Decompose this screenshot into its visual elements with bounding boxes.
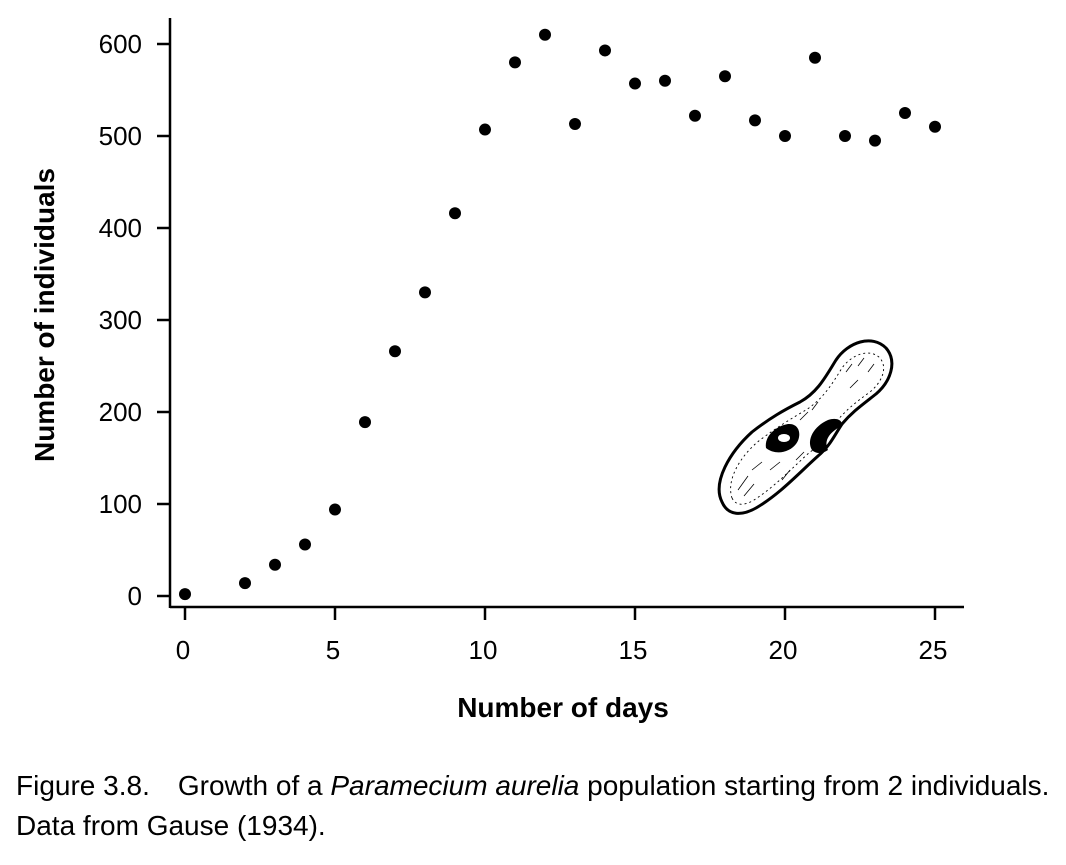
data-point xyxy=(239,577,251,590)
data-point xyxy=(269,558,281,571)
paramecium-icon xyxy=(717,339,894,515)
x-tick-label: 0 xyxy=(176,635,190,665)
data-point xyxy=(659,74,671,87)
caption-text-before: Growth of a xyxy=(177,770,331,801)
x-tick-label: 25 xyxy=(919,635,948,665)
x-tick-label: 5 xyxy=(326,635,340,665)
data-point xyxy=(179,588,191,601)
data-point xyxy=(809,51,821,64)
y-tick-label: 400 xyxy=(99,213,142,243)
x-ticks: 0 5 10 15 20 25 xyxy=(176,607,948,665)
data-point xyxy=(599,44,611,57)
y-axis-title: Number of individuals xyxy=(29,168,60,462)
y-ticks: 0 100 200 300 400 500 600 xyxy=(99,29,170,611)
figure-number: Figure 3.8. xyxy=(16,770,150,801)
data-point xyxy=(509,56,521,69)
caption-text-after: population starting from 2 individuals. … xyxy=(16,770,1050,841)
y-tick-label: 200 xyxy=(99,397,142,427)
y-tick-label: 500 xyxy=(99,121,142,151)
data-point xyxy=(419,286,431,299)
scatter-chart: 0 100 200 300 400 500 600 0 5 10 15 20 25 Number of… xyxy=(29,18,964,723)
data-point xyxy=(449,207,461,220)
data-point xyxy=(569,118,581,131)
data-point xyxy=(929,120,941,133)
paramecium-nucleus-highlight xyxy=(778,434,790,442)
y-tick-label: 100 xyxy=(99,489,142,519)
data-points xyxy=(179,28,941,601)
paramecium-body xyxy=(717,339,894,515)
x-tick-label: 10 xyxy=(469,635,498,665)
data-point xyxy=(749,114,761,127)
x-axis: 0 5 10 15 20 25 xyxy=(170,605,964,665)
x-axis-title: Number of days xyxy=(457,692,669,723)
y-tick-label: 300 xyxy=(99,305,142,335)
data-point xyxy=(869,134,881,147)
data-point xyxy=(839,130,851,142)
y-tick-label: 600 xyxy=(99,29,142,59)
paramecium-cilia xyxy=(737,357,875,497)
data-point xyxy=(719,70,731,83)
data-point xyxy=(329,503,341,516)
data-point xyxy=(479,123,491,136)
paramecium-oral-groove xyxy=(809,418,842,453)
x-tick-label: 15 xyxy=(619,635,648,665)
data-point xyxy=(899,107,911,119)
data-point xyxy=(389,345,401,358)
y-axis: 0 100 200 300 400 500 600 xyxy=(99,18,172,611)
data-point xyxy=(629,77,641,90)
data-point xyxy=(779,130,791,142)
data-point xyxy=(299,538,311,551)
data-point xyxy=(359,416,371,429)
y-tick-label: 0 xyxy=(128,581,142,611)
paramecium-inner-membrane xyxy=(730,352,884,505)
x-tick-label: 20 xyxy=(769,635,798,665)
data-point xyxy=(539,28,551,41)
data-point xyxy=(689,109,701,122)
species-name: Paramecium aurelia xyxy=(330,770,580,801)
figure-caption: Figure 3.8. Growth of a Paramecium aureli… xyxy=(16,766,1056,846)
